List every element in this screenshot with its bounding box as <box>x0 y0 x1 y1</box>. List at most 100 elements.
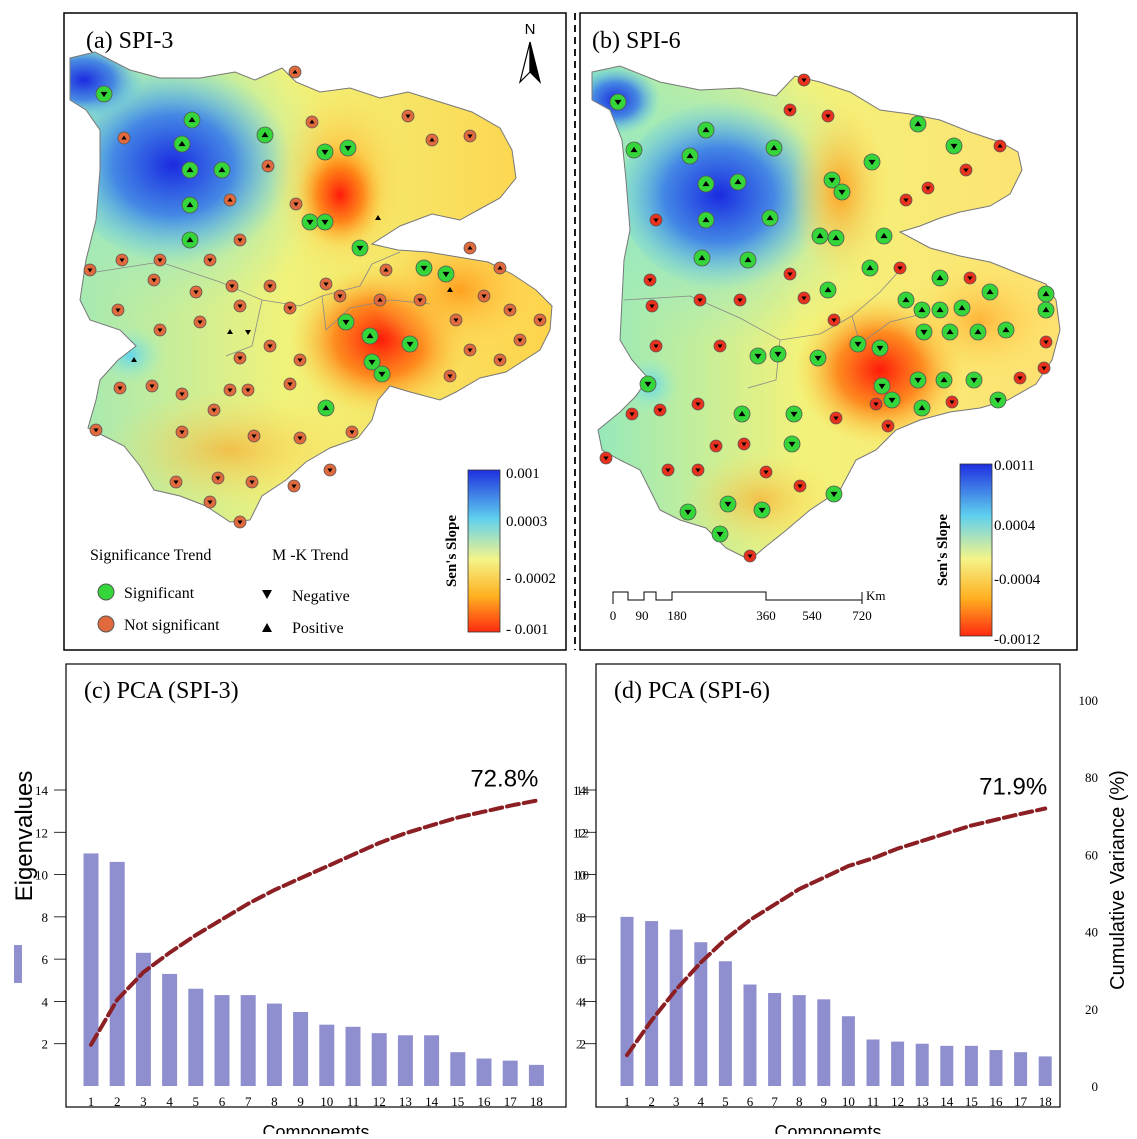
x-tick-label: 15 <box>965 1094 978 1109</box>
station-marker <box>227 329 233 334</box>
station-marker <box>323 463 337 477</box>
north-arrow-icon: N <box>518 21 542 84</box>
station-marker <box>981 283 999 301</box>
station-marker <box>753 501 771 519</box>
station-marker <box>863 153 881 171</box>
y-tick-label: 10 <box>573 868 586 883</box>
colorbar-title-a: Sen's Slope <box>444 515 460 587</box>
bar <box>891 1041 905 1086</box>
station-marker <box>283 301 297 315</box>
cumulative-annotation: 71.9% <box>979 773 1047 800</box>
station-marker <box>283 377 297 391</box>
station-marker <box>115 253 129 267</box>
station-marker <box>679 503 697 521</box>
station-marker <box>825 485 843 503</box>
chart-title: (d) PCA (SPI-6) <box>614 678 770 704</box>
station-marker <box>245 475 259 489</box>
bar <box>424 1035 440 1086</box>
station-marker <box>263 339 277 353</box>
station-marker <box>761 209 779 227</box>
y-axis-title: Eigenvalues <box>11 771 38 902</box>
bar <box>162 973 178 1086</box>
station-marker <box>261 159 275 173</box>
legend-a: Significance Trend M -K Trend Significan… <box>90 547 350 637</box>
station-marker <box>289 197 303 211</box>
station-marker <box>189 285 203 299</box>
map-panel-spi6: (b) SPI-6 0 90 180 360 540 720 Km Sen's Slope … <box>579 12 1078 651</box>
legend-not-significant-label: Not significant <box>124 617 220 634</box>
station-marker <box>921 181 935 195</box>
legend-positive-label: Positive <box>292 620 344 637</box>
map-frame-a <box>63 12 567 651</box>
station-marker <box>797 73 811 87</box>
x-tick-label: 7 <box>771 1094 778 1109</box>
station-marker <box>363 353 381 371</box>
station-marker <box>829 411 843 425</box>
station-markers-b <box>599 73 1055 563</box>
station-marker <box>203 495 217 509</box>
bar <box>768 992 782 1086</box>
station-marker <box>785 405 803 423</box>
station-marker <box>233 233 247 247</box>
chart-frame <box>595 663 1061 1108</box>
station-marker <box>883 391 901 409</box>
station-marker <box>819 281 837 299</box>
station-marker <box>443 369 457 383</box>
station-marker <box>881 419 895 433</box>
station-marker <box>989 391 1007 409</box>
bar <box>83 853 99 1086</box>
station-marker <box>375 215 381 220</box>
colorbar-ramp-b <box>959 463 993 637</box>
y-tick-label: 2 <box>580 1037 587 1052</box>
y2-tick-label: 20 <box>1085 1002 1098 1017</box>
bar <box>964 1045 978 1086</box>
y2-tick-label: 12 <box>576 825 589 840</box>
station-marker <box>953 299 971 317</box>
station-marker <box>823 171 841 189</box>
province-borders-a <box>95 251 431 357</box>
y-tick-label: 10 <box>35 868 48 883</box>
legend-not-significant-icon <box>97 615 115 633</box>
station-marker <box>153 253 167 267</box>
station-marker <box>513 333 527 347</box>
y-tick-label: 2 <box>42 1037 49 1052</box>
station-marker <box>113 381 127 395</box>
x-tick-label: 1 <box>88 1094 95 1109</box>
station-marker <box>797 291 811 305</box>
colorbar-label: 0.0011 <box>994 458 1035 474</box>
station-marker <box>213 161 231 179</box>
y2-tick-label: 10 <box>576 868 589 883</box>
station-marker <box>969 323 987 341</box>
legend-negative-icon <box>262 590 272 599</box>
x-axis-title: Componemts <box>774 1122 881 1134</box>
station-marker <box>111 303 125 317</box>
station-marker <box>691 463 705 477</box>
station-marker <box>233 299 247 313</box>
station-marker <box>691 397 705 411</box>
station-marker <box>288 65 302 79</box>
station-marker <box>373 365 391 383</box>
y2-tick-label: 6 <box>576 952 583 967</box>
scale-bar-label: 720 <box>852 608 872 623</box>
colorbar-a: Sen's Slope 0.001 0.0003 - 0.0002 - 0.001 <box>444 466 556 638</box>
scale-bar-label: 0 <box>610 608 617 623</box>
map-title-a: (a) SPI-3 <box>86 28 173 54</box>
station-marker <box>183 111 201 129</box>
station-marker <box>425 133 439 147</box>
station-marker <box>175 425 189 439</box>
x-tick-label: 18 <box>1039 1094 1052 1109</box>
scale-bar-label: 180 <box>667 608 687 623</box>
scale-bar-label: 360 <box>756 608 776 623</box>
station-marker <box>145 379 159 393</box>
station-marker <box>345 425 359 439</box>
station-marker <box>305 115 319 129</box>
station-marker <box>737 437 751 451</box>
y2-tick-label: 40 <box>1085 925 1098 940</box>
colorbar-title-b: Sen's Slope <box>935 514 951 586</box>
station-marker <box>769 345 787 363</box>
station-marker <box>959 163 973 177</box>
station-marker <box>893 261 907 275</box>
bar <box>502 1060 518 1086</box>
station-marker <box>739 251 757 269</box>
station-marker <box>447 287 453 292</box>
